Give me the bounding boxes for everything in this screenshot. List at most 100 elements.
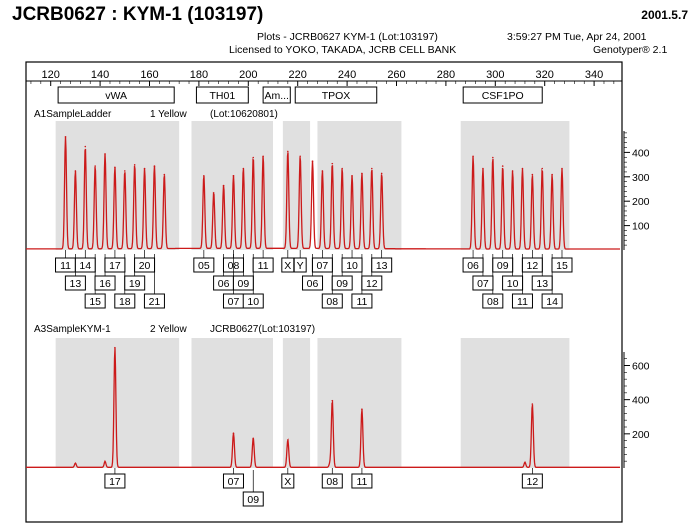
peak-point bbox=[541, 167, 544, 170]
allele-label-box bbox=[321, 473, 343, 489]
x-tick-label: 300 bbox=[486, 69, 504, 81]
x-tick-label: 320 bbox=[536, 69, 554, 81]
peak-point bbox=[153, 165, 156, 167]
peak-point bbox=[299, 155, 301, 158]
y-tick-label: 200 bbox=[632, 196, 650, 208]
x-tick-label: 180 bbox=[190, 69, 208, 81]
plots-line: Plots - JCRB0627 KYM-1 (Lot:103197) bbox=[257, 31, 438, 43]
peak-point bbox=[482, 167, 484, 170]
allele-label: 06 bbox=[307, 278, 319, 290]
allele-label: 12 bbox=[366, 278, 378, 290]
allele-label: 09 bbox=[497, 260, 509, 272]
peak-point bbox=[361, 408, 363, 411]
report-date: 2001.5.7 bbox=[641, 8, 688, 22]
allele-bin bbox=[460, 338, 570, 468]
allele-label: 12 bbox=[527, 260, 539, 272]
allele-label-box bbox=[541, 293, 563, 309]
allele-label: 07 bbox=[228, 296, 240, 308]
peak-point bbox=[163, 173, 166, 176]
allele-label-box bbox=[302, 275, 324, 291]
allele-label: 09 bbox=[247, 494, 259, 506]
panel-dye: 1 Yellow bbox=[150, 109, 187, 120]
x-tick-label: 280 bbox=[437, 69, 455, 81]
allele-label: 11 bbox=[356, 296, 367, 308]
allele-label-box bbox=[351, 473, 373, 489]
peak-point bbox=[511, 170, 514, 172]
peak-point bbox=[262, 155, 264, 158]
x-tick-label: 140 bbox=[91, 69, 109, 81]
allele-label: 17 bbox=[109, 476, 121, 488]
y-tick-label: 400 bbox=[632, 395, 650, 407]
locus-box bbox=[195, 86, 249, 104]
allele-label-box bbox=[143, 293, 165, 309]
locus-box bbox=[262, 86, 291, 104]
locus-label: CSF1PO bbox=[482, 90, 524, 102]
allele-label: 15 bbox=[89, 296, 101, 308]
peak-point bbox=[472, 155, 474, 158]
allele-label: 13 bbox=[536, 278, 548, 290]
x-tick-label: 120 bbox=[42, 69, 60, 81]
locus-label: TH01 bbox=[210, 90, 236, 102]
peak-point bbox=[252, 156, 255, 159]
peak-point bbox=[64, 135, 67, 138]
x-tick-label: 160 bbox=[140, 69, 158, 81]
peak-point bbox=[203, 175, 205, 177]
peak-point bbox=[222, 184, 225, 187]
trace-line bbox=[26, 136, 620, 250]
peak-point bbox=[84, 145, 87, 148]
allele-label: 11 bbox=[356, 476, 367, 488]
allele-label: 09 bbox=[336, 278, 348, 290]
peak-point bbox=[531, 173, 534, 176]
time-line: 3:59:27 PM Tue, Apr 24, 2001 bbox=[507, 31, 647, 43]
peak-point bbox=[361, 172, 363, 175]
allele-label-box bbox=[321, 293, 343, 309]
peak-point bbox=[331, 399, 334, 402]
peak-point bbox=[371, 167, 373, 170]
panel-sample: JCRB0627(Lot:103197) bbox=[210, 324, 315, 335]
allele-label-box bbox=[351, 293, 373, 309]
peak-point bbox=[114, 346, 116, 349]
allele-label: 20 bbox=[139, 260, 151, 272]
allele-label: 11 bbox=[258, 260, 269, 272]
allele-label: 09 bbox=[238, 278, 250, 290]
peak-point bbox=[492, 156, 494, 159]
allele-label: 17 bbox=[109, 260, 121, 272]
locus-box bbox=[57, 86, 175, 104]
peak-point bbox=[521, 167, 524, 170]
allele-label-box bbox=[222, 473, 244, 489]
peak-point bbox=[321, 170, 324, 172]
peak-point bbox=[331, 162, 334, 165]
allele-label-box bbox=[521, 473, 543, 489]
allele-label: 11 bbox=[517, 296, 528, 308]
allele-label: 15 bbox=[556, 260, 568, 272]
allele-label: 18 bbox=[119, 296, 131, 308]
y-tick-label: 600 bbox=[632, 361, 650, 373]
allele-label: 10 bbox=[346, 260, 358, 272]
peak-point bbox=[124, 170, 126, 172]
allele-label: 16 bbox=[99, 278, 111, 290]
allele-label: 07 bbox=[477, 278, 489, 290]
peak-point bbox=[531, 403, 534, 405]
allele-label: 10 bbox=[247, 296, 259, 308]
y-tick-label: 100 bbox=[632, 221, 650, 233]
peak-point bbox=[114, 166, 116, 169]
plot-frame bbox=[25, 61, 623, 523]
allele-label-box bbox=[193, 257, 215, 273]
allele-label: 07 bbox=[317, 260, 329, 272]
peak-point bbox=[232, 432, 235, 434]
locus-box bbox=[462, 86, 543, 104]
x-tick-label: 240 bbox=[338, 69, 356, 81]
allele-label: 08 bbox=[326, 476, 338, 488]
allele-label-box bbox=[84, 293, 106, 309]
locus-label: vWA bbox=[105, 90, 127, 102]
peak-point bbox=[133, 164, 136, 166]
allele-label-box bbox=[293, 257, 307, 273]
allele-label: 13 bbox=[70, 278, 82, 290]
allele-label: 12 bbox=[527, 476, 539, 488]
allele-label: 21 bbox=[149, 296, 161, 308]
peak-point bbox=[380, 172, 383, 175]
allele-label: X bbox=[284, 476, 291, 488]
allele-label: 19 bbox=[129, 278, 141, 290]
panel-dye: 2 Yellow bbox=[150, 324, 187, 335]
